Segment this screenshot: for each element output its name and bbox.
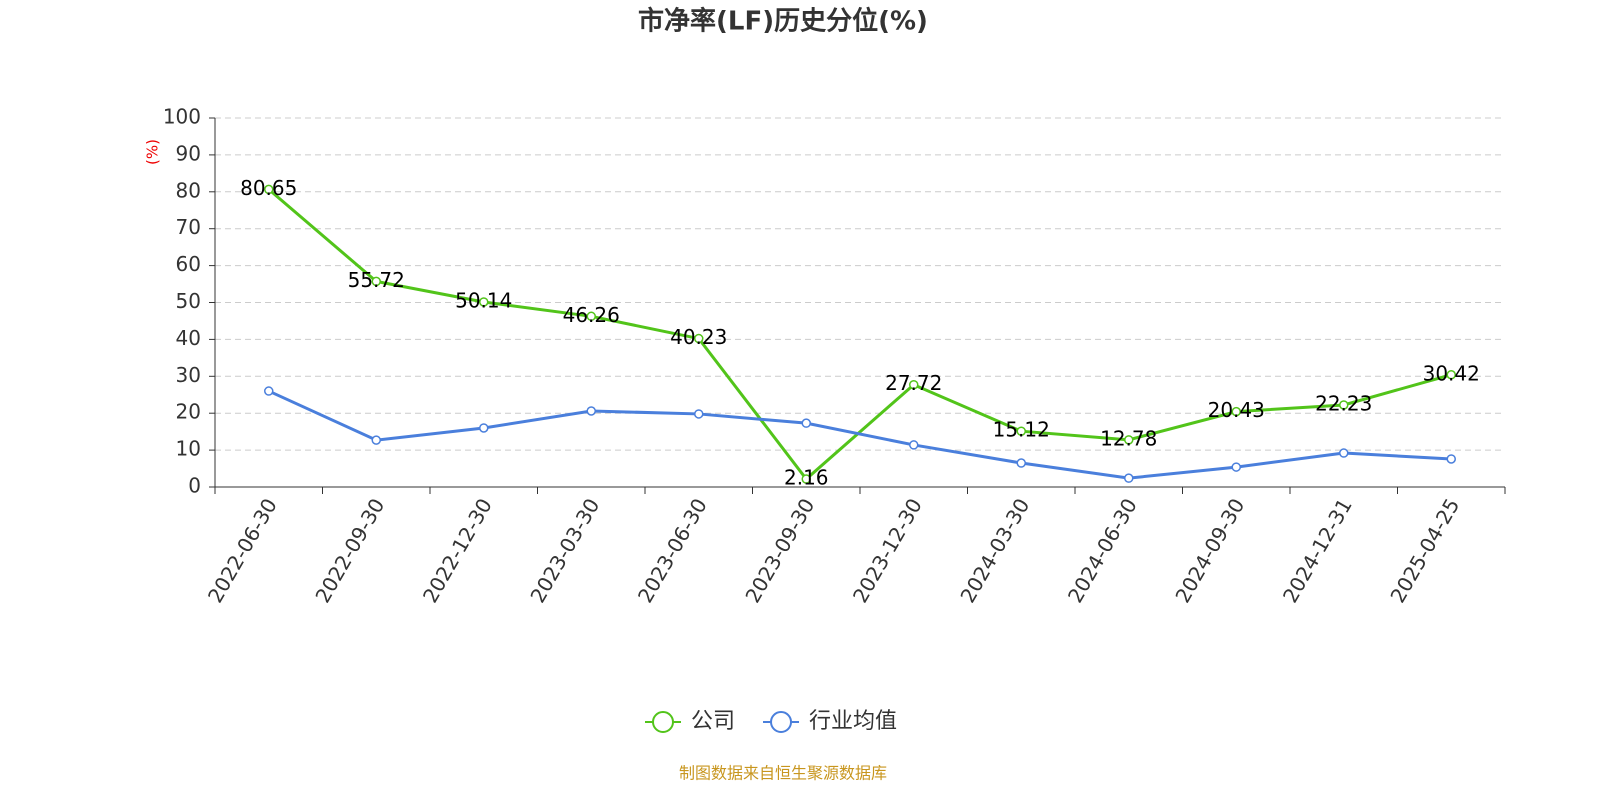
point [1446,454,1456,464]
point [586,311,596,322]
x-tick-label: 2023-12-30 [848,494,927,607]
y-tick-label: 50 [176,289,201,313]
y-tick-label: 10 [176,437,201,461]
x-tick-label: 2024-09-30 [1170,494,1249,607]
x-tick-label: 2022-06-30 [203,494,282,607]
line [268,389,1452,480]
point [1231,462,1241,472]
point [264,184,274,195]
point [371,435,381,445]
point [1016,426,1026,436]
data-label: 15.12 [993,418,1050,442]
y-tick-label: 70 [176,215,201,239]
point [909,440,919,450]
source-note: 制图数据来自恒生聚源数据库 [679,764,887,783]
y-tick-label: 60 [176,252,201,276]
y-tick-label: 20 [176,400,201,424]
x-tick-label: 2024-12-31 [1278,494,1357,607]
data-label: 12.78 [1100,426,1157,450]
data-label: 20.43 [1208,398,1265,422]
point [1124,435,1134,445]
y-tick-label: 0 [188,474,201,498]
y-tick-label: 40 [176,326,201,350]
point [586,406,596,416]
point [801,474,811,484]
chart-title: 市净率(LF)历史分位(%) [638,6,928,37]
point [371,276,381,287]
x-tick-label: 2025-04-25 [1385,494,1464,607]
x-tick-label: 2023-06-30 [633,494,712,607]
x-tick-label: 2024-03-30 [955,494,1034,607]
x-tick-label: 2022-12-30 [418,494,497,607]
data-label: 55.72 [348,268,405,292]
line [267,188,1452,482]
data-label: 80.65 [240,176,297,200]
legend-label: 公司 [691,709,735,734]
point [801,418,811,428]
y-tick-label: 30 [176,363,201,387]
point [1231,406,1241,417]
y-axis-label: (%) [144,139,162,165]
legend-marker [770,711,793,733]
y-tick-label: 80 [176,178,201,202]
x-tick-label: 2022-09-30 [310,494,389,607]
legend-marker [652,711,674,733]
x-tick-label: 2023-03-30 [525,494,604,607]
data-label: 50.14 [455,288,512,312]
y-tick-label: 100 [163,105,201,129]
point [909,379,919,390]
point [1016,458,1026,468]
point [694,409,704,419]
point [479,423,489,433]
x-tick-label: 2023-09-30 [740,494,819,607]
point [1446,370,1456,380]
point [264,386,274,396]
data-label: 40.23 [670,325,727,349]
data-label: 46.26 [563,303,620,327]
data-label: 2.16 [784,466,829,490]
x-tick-label: 2024-06-30 [1063,494,1142,607]
data-label: 22.23 [1315,391,1372,415]
data-label: 30.42 [1423,361,1480,385]
data-label: 27.72 [885,371,942,395]
point [1124,473,1134,483]
point [479,297,489,307]
legend-label: 行业均值 [809,709,897,734]
point [1339,448,1349,458]
point [694,333,704,344]
point [1339,400,1349,410]
y-tick-label: 90 [176,141,201,165]
